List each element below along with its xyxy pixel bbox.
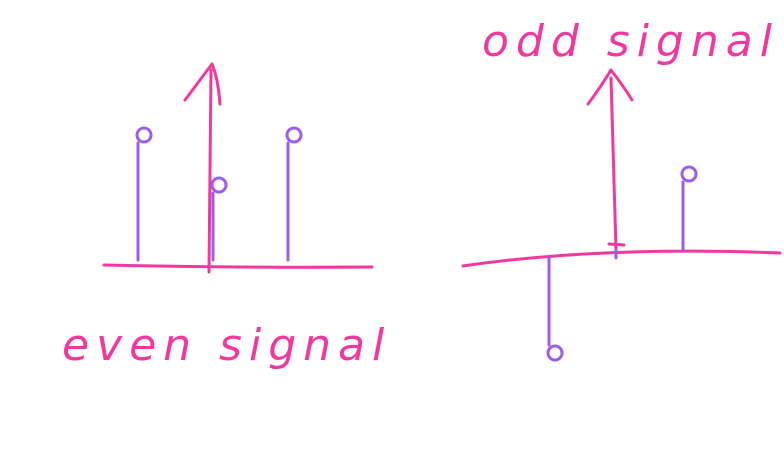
odd-signal-label: odd signal (482, 16, 779, 67)
even-signal-label: even signal (62, 320, 391, 371)
even-stem-tip-0 (135, 126, 153, 144)
odd-signal-plot (461, 68, 782, 362)
even-stem-tip-1 (210, 176, 228, 194)
even-vertical-axis (207, 68, 213, 274)
even-stems (135, 126, 303, 262)
odd-origin-tick (607, 242, 626, 247)
odd-stem-tip-2 (680, 165, 698, 183)
even-vertical-arrowhead (183, 62, 222, 106)
odd-stems (546, 165, 698, 362)
odd-stem-tip-0 (546, 344, 564, 362)
odd-horizontal-axis (461, 249, 782, 268)
even-stem-tip-2 (285, 126, 303, 144)
odd-vertical-arrowhead (586, 68, 634, 106)
even-signal-plot (102, 62, 374, 274)
even-horizontal-axis (102, 263, 374, 269)
odd-vertical-axis (609, 76, 618, 252)
